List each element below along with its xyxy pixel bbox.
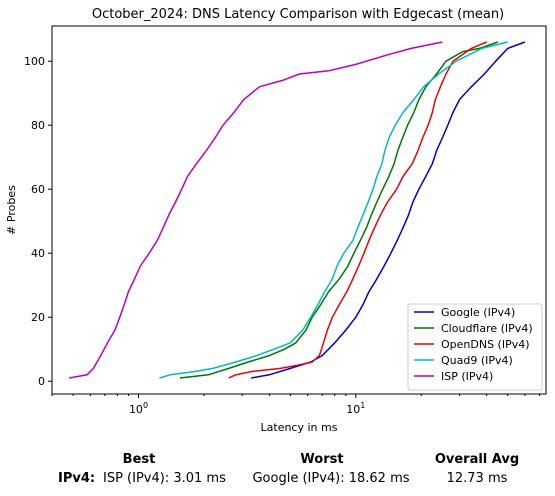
- y-tick-label: 80: [31, 119, 45, 132]
- plot-frame: [51, 25, 547, 395]
- worst-header: Worst: [300, 452, 344, 467]
- legend-entry: ISP (IPv4): [441, 370, 493, 383]
- series-line-2: [228, 41, 487, 379]
- legend-entry: Google (IPv4): [441, 306, 515, 319]
- x-tick-label: 100: [129, 401, 148, 416]
- x-tick-label: 101: [346, 401, 365, 416]
- ipv4-separator: :: [89, 471, 96, 486]
- chart-title: October_2024: DNS Latency Comparison wit…: [92, 7, 504, 22]
- y-tick-label: 60: [31, 183, 45, 196]
- overall-avg-value: 12.73 ms: [446, 471, 508, 486]
- plot-area: [69, 41, 526, 379]
- y-tick-label: 40: [31, 247, 45, 260]
- best-value: ISP (IPv4): 3.01 ms: [103, 471, 226, 486]
- dns-latency-chart: October_2024: DNS Latency Comparison wit…: [5, 7, 547, 434]
- legend-box: [407, 303, 543, 391]
- legend-entry: OpenDNS (IPv4): [441, 338, 530, 351]
- y-axis: 0 20 40 60 80 100: [24, 55, 52, 388]
- y-tick-label: 20: [31, 311, 45, 324]
- y-tick-label: 100: [24, 55, 45, 68]
- series-line-1: [179, 41, 499, 379]
- summary-table: Best Worst Overall Avg IPv4: ISP (IPv4):…: [0, 448, 555, 496]
- legend-entry: Quad9 (IPv4): [441, 354, 513, 367]
- summary-row-label: IPv4:: [58, 471, 95, 486]
- x-axis: 100 101: [51, 394, 540, 416]
- series-line-3: [159, 41, 508, 379]
- worst-value: Google (IPv4): 18.62 ms: [252, 471, 410, 486]
- legend: Google (IPv4) Cloudflare (IPv4) OpenDNS (I…: [407, 303, 543, 391]
- legend-entry: Cloudflare (IPv4): [441, 322, 533, 335]
- series-line-0: [251, 41, 526, 379]
- y-axis-label: # Probes: [5, 185, 18, 235]
- x-axis-label: Latency in ms: [261, 421, 338, 434]
- ipv4-label: IPv4: [58, 471, 90, 486]
- y-tick-label: 0: [38, 375, 45, 388]
- overall-avg-header: Overall Avg: [434, 452, 520, 467]
- series-line-4: [69, 41, 443, 379]
- best-header: Best: [122, 452, 156, 467]
